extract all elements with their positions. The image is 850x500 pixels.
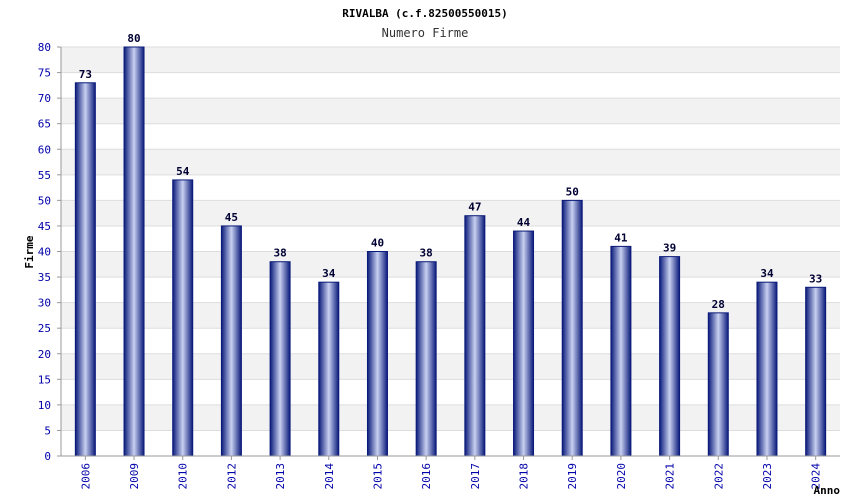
data-label-2018: 44 <box>517 216 531 229</box>
grid-band <box>61 47 840 73</box>
chart-title: RIVALBA (c.f.82500550015) <box>342 7 508 20</box>
data-labels: 73 80 54 45 38 34 40 38 47 44 50 41 39 28 34 33 <box>79 32 823 311</box>
data-label-2016: 38 <box>420 247 433 260</box>
bar-2012 <box>220 225 242 457</box>
bar-2010 <box>172 179 194 457</box>
data-label-2021: 39 <box>663 242 676 255</box>
bar-2009 <box>123 46 145 457</box>
bar-2016 <box>415 261 437 457</box>
y-tick-label: 25 <box>38 322 51 335</box>
x-tick-label-2010: 2010 <box>177 463 190 490</box>
x-tick-label-2021: 2021 <box>664 463 677 490</box>
y-tick-label: 0 <box>44 450 51 463</box>
data-label-2019: 50 <box>566 185 579 198</box>
y-axis-label: Firme <box>23 235 36 268</box>
grid-band <box>61 98 840 124</box>
grid-band <box>61 149 840 175</box>
data-label-2006: 73 <box>79 68 92 81</box>
bar-2013 <box>269 261 291 457</box>
bar-2024 <box>805 286 827 457</box>
bar-2022 <box>707 312 729 457</box>
data-label-2024: 33 <box>809 272 822 285</box>
x-tick-label-2020: 2020 <box>615 463 628 490</box>
bar-2021 <box>659 256 681 457</box>
data-label-2014: 34 <box>322 267 336 280</box>
bars <box>74 46 827 457</box>
y-tick-label: 60 <box>38 143 51 156</box>
y-tick-label: 45 <box>38 220 51 233</box>
y-tick-label: 10 <box>38 399 51 412</box>
x-tick-label-2012: 2012 <box>225 463 238 490</box>
x-tick-label-2022: 2022 <box>712 463 725 490</box>
x-tick-label-2015: 2015 <box>371 463 384 490</box>
data-label-2020: 41 <box>614 231 628 244</box>
y-tick-label: 80 <box>38 41 51 54</box>
y-tick-label: 15 <box>38 373 51 386</box>
x-axis-ticks: 2006 2009 2010 2012 2013 2014 2015 2016 2017 2018… <box>79 456 823 490</box>
data-label-2012: 45 <box>225 211 238 224</box>
x-tick-label-2016: 2016 <box>420 463 433 490</box>
data-label-2017: 47 <box>468 201 481 214</box>
data-label-2013: 38 <box>273 247 286 260</box>
data-label-2009: 80 <box>127 32 140 45</box>
y-tick-label: 55 <box>38 169 51 182</box>
data-label-2015: 40 <box>371 237 384 250</box>
y-tick-label: 30 <box>38 297 51 310</box>
x-axis-label: Anno <box>814 484 841 497</box>
data-label-2022: 28 <box>712 298 725 311</box>
bar-2015 <box>366 251 388 457</box>
x-tick-label-2019: 2019 <box>566 463 579 490</box>
x-tick-label-2014: 2014 <box>323 463 336 490</box>
data-label-2010: 54 <box>176 165 190 178</box>
x-tick-label-2017: 2017 <box>469 463 482 490</box>
y-tick-label: 5 <box>44 424 51 437</box>
bar-2023 <box>756 281 778 457</box>
y-tick-label: 70 <box>38 92 51 105</box>
bar-2019 <box>561 199 583 457</box>
x-tick-label-2023: 2023 <box>761 463 774 490</box>
x-tick-label-2009: 2009 <box>128 463 141 490</box>
y-tick-label: 40 <box>38 246 51 259</box>
bar-2006 <box>74 82 96 457</box>
y-tick-label: 50 <box>38 194 51 207</box>
x-tick-label-2018: 2018 <box>518 463 531 490</box>
y-tick-label: 35 <box>38 271 51 284</box>
chart-subtitle: Numero Firme <box>382 26 469 40</box>
bar-2018 <box>513 230 535 457</box>
x-tick-label-2013: 2013 <box>274 463 287 490</box>
bar-2017 <box>464 215 486 457</box>
y-axis-ticks: 0 5 10 15 20 25 30 35 40 45 50 55 60 65 70 75 80 <box>38 41 61 463</box>
y-tick-label: 65 <box>38 118 51 131</box>
y-tick-label: 20 <box>38 348 51 361</box>
data-label-2023: 34 <box>760 267 774 280</box>
x-tick-label-2024: 2024 <box>810 463 823 490</box>
x-tick-label-2006: 2006 <box>79 463 92 490</box>
y-tick-label: 75 <box>38 67 51 80</box>
bar-2014 <box>318 281 340 457</box>
bar-2020 <box>610 245 632 457</box>
